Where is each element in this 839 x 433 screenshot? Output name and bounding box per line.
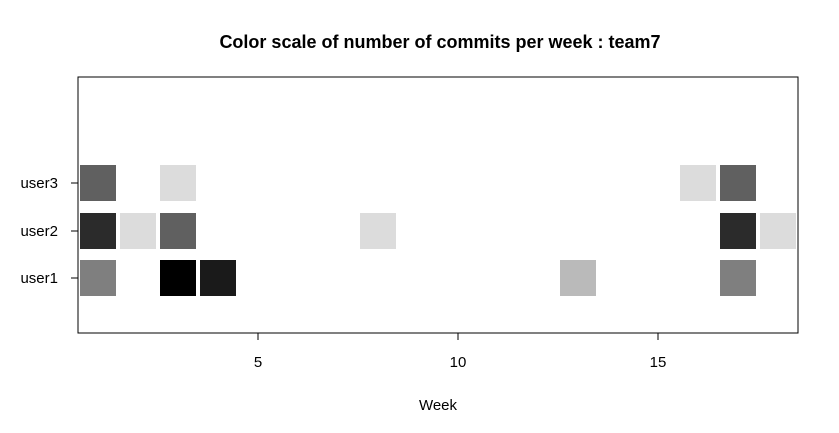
heatmap-cell-user1-week-4 bbox=[200, 260, 236, 296]
heatmap-cell-user3-week-17 bbox=[720, 165, 756, 201]
x-axis: 5 10 15 bbox=[254, 332, 667, 371]
heatmap-cell-user1-week-13 bbox=[560, 260, 596, 296]
y-tick-label-user2: user2 bbox=[20, 223, 58, 240]
heatmap-cell-user3-week-1 bbox=[80, 165, 116, 201]
heatmap-cell-user1-week-1 bbox=[80, 260, 116, 296]
heatmap-cells bbox=[80, 165, 796, 296]
x-tick-label-5: 5 bbox=[254, 354, 262, 371]
x-tick-label-15: 15 bbox=[650, 354, 667, 371]
heatmap-cell-user2-week-3 bbox=[160, 213, 196, 249]
heatmap-cell-user2-week-1 bbox=[80, 213, 116, 249]
heatmap-cell-user2-week-8 bbox=[360, 213, 396, 249]
x-tick-label-10: 10 bbox=[450, 354, 467, 371]
heatmap-cell-user2-week-17 bbox=[720, 213, 756, 249]
chart-title: Color scale of number of commits per wee… bbox=[219, 32, 660, 52]
heatmap-cell-user1-week-17 bbox=[720, 260, 756, 296]
heatmap-cell-user3-week-3 bbox=[160, 165, 196, 201]
heatmap-cell-user2-week-18 bbox=[760, 213, 796, 249]
y-tick-label-user3: user3 bbox=[20, 175, 58, 192]
heatmap-cell-user3-week-16 bbox=[680, 165, 716, 201]
y-tick-label-user1: user1 bbox=[20, 270, 58, 287]
heatmap-cell-user1-week-3 bbox=[160, 260, 196, 296]
x-axis-label: Week bbox=[419, 397, 458, 414]
heatmap-cell-user2-week-2 bbox=[120, 213, 156, 249]
y-axis: user1 user2 user3 bbox=[20, 175, 78, 287]
